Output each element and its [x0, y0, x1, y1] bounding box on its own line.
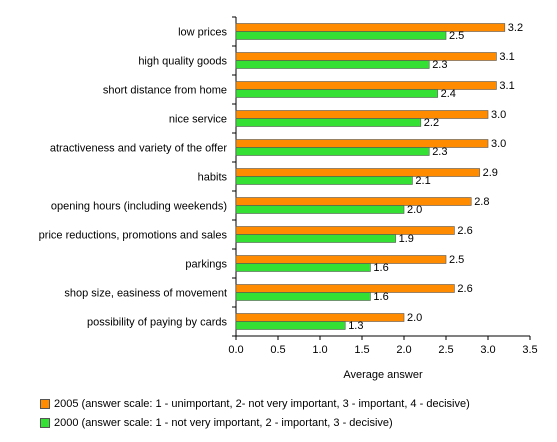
bar-2005 — [235, 197, 472, 206]
bar-2005 — [235, 81, 497, 90]
category-label: opening hours (including weekends) — [51, 201, 227, 213]
data-label-2000: 2.4 — [441, 88, 456, 100]
legend-item-2005: 2005 (answer scale: 1 - unimportant, 2- … — [40, 398, 470, 410]
category-label: price reductions, promotions and sales — [39, 230, 228, 242]
bar-2000 — [235, 31, 447, 40]
data-label-2000: 2.1 — [415, 175, 430, 187]
bar-2000 — [235, 89, 438, 98]
category-label: high quality goods — [138, 56, 227, 68]
data-label-2000: 1.3 — [348, 320, 363, 332]
bar-2005 — [235, 226, 455, 235]
bar-2005 — [235, 139, 489, 148]
category-label: nice service — [169, 114, 227, 126]
x-tick-label: 2.5 — [438, 344, 453, 356]
category-label: parkings — [185, 259, 227, 271]
bar-2005 — [235, 284, 455, 293]
x-tick-label: 0.5 — [270, 344, 285, 356]
x-tick-label: 1.0 — [312, 344, 327, 356]
data-label-2000: 2.2 — [424, 117, 439, 129]
data-label-2005: 3.2 — [508, 22, 523, 34]
x-tick-label: 1.5 — [354, 344, 369, 356]
x-tick-label: 3.5 — [522, 344, 537, 356]
x-tick-label: 2.0 — [396, 344, 411, 356]
bar-2005 — [235, 313, 405, 322]
bar-2005 — [235, 168, 480, 177]
data-label-2000: 1.6 — [373, 291, 388, 303]
data-label-2005: 2.6 — [457, 283, 472, 295]
data-label-2000: 2.0 — [407, 204, 422, 216]
x-tick-label: 3.0 — [480, 344, 495, 356]
data-label-2000: 2.3 — [432, 59, 447, 71]
category-label: short distance from home — [103, 85, 227, 97]
category-label: atractiveness and variety of the offer — [50, 143, 227, 155]
data-label-2005: 3.0 — [491, 109, 506, 121]
data-label-2000: 2.3 — [432, 146, 447, 158]
category-label: habits — [198, 172, 228, 184]
data-label-2005: 3.1 — [499, 51, 514, 63]
legend-label-2000: 2000 (answer scale: 1 - not very importa… — [54, 417, 393, 430]
data-label-2005: 2.8 — [474, 196, 489, 208]
bar-2005 — [235, 110, 489, 119]
bar-2005 — [235, 23, 506, 32]
data-label-2000: 2.5 — [449, 30, 464, 42]
data-label-2000: 1.9 — [399, 233, 414, 245]
bar-2005 — [235, 255, 447, 264]
bar-2005 — [235, 52, 497, 61]
bar-2000 — [235, 205, 405, 214]
category-label: low prices — [178, 27, 227, 39]
category-label: shop size, easiness of movement — [64, 288, 227, 300]
x-tick-label: 0.0 — [228, 344, 243, 356]
data-label-2005: 3.1 — [499, 80, 514, 92]
legend-swatch-2005 — [40, 399, 50, 410]
data-label-2005: 2.0 — [407, 312, 422, 324]
legend-swatch-2000 — [40, 418, 50, 429]
bar-2000 — [235, 234, 396, 243]
bar-2000 — [235, 147, 430, 156]
category-label: possibility of paying by cards — [87, 317, 228, 329]
data-label-2005: 3.0 — [491, 138, 506, 150]
bar-2000 — [235, 118, 422, 127]
data-label-2005: 2.9 — [483, 167, 498, 179]
data-label-2005: 2.5 — [449, 254, 464, 266]
x-axis-title: Average answer — [343, 369, 423, 381]
legend-item-2000: 2000 (answer scale: 1 - not very importa… — [40, 417, 393, 429]
data-label-2005: 2.6 — [457, 225, 472, 237]
data-label-2000: 1.6 — [373, 262, 388, 274]
bar-2000 — [235, 176, 413, 185]
bar-2000 — [235, 60, 430, 69]
bar-2000 — [235, 263, 371, 272]
bar-2000 — [235, 321, 346, 330]
legend-label-2005: 2005 (answer scale: 1 - unimportant, 2- … — [54, 398, 470, 411]
bar-2000 — [235, 292, 371, 301]
